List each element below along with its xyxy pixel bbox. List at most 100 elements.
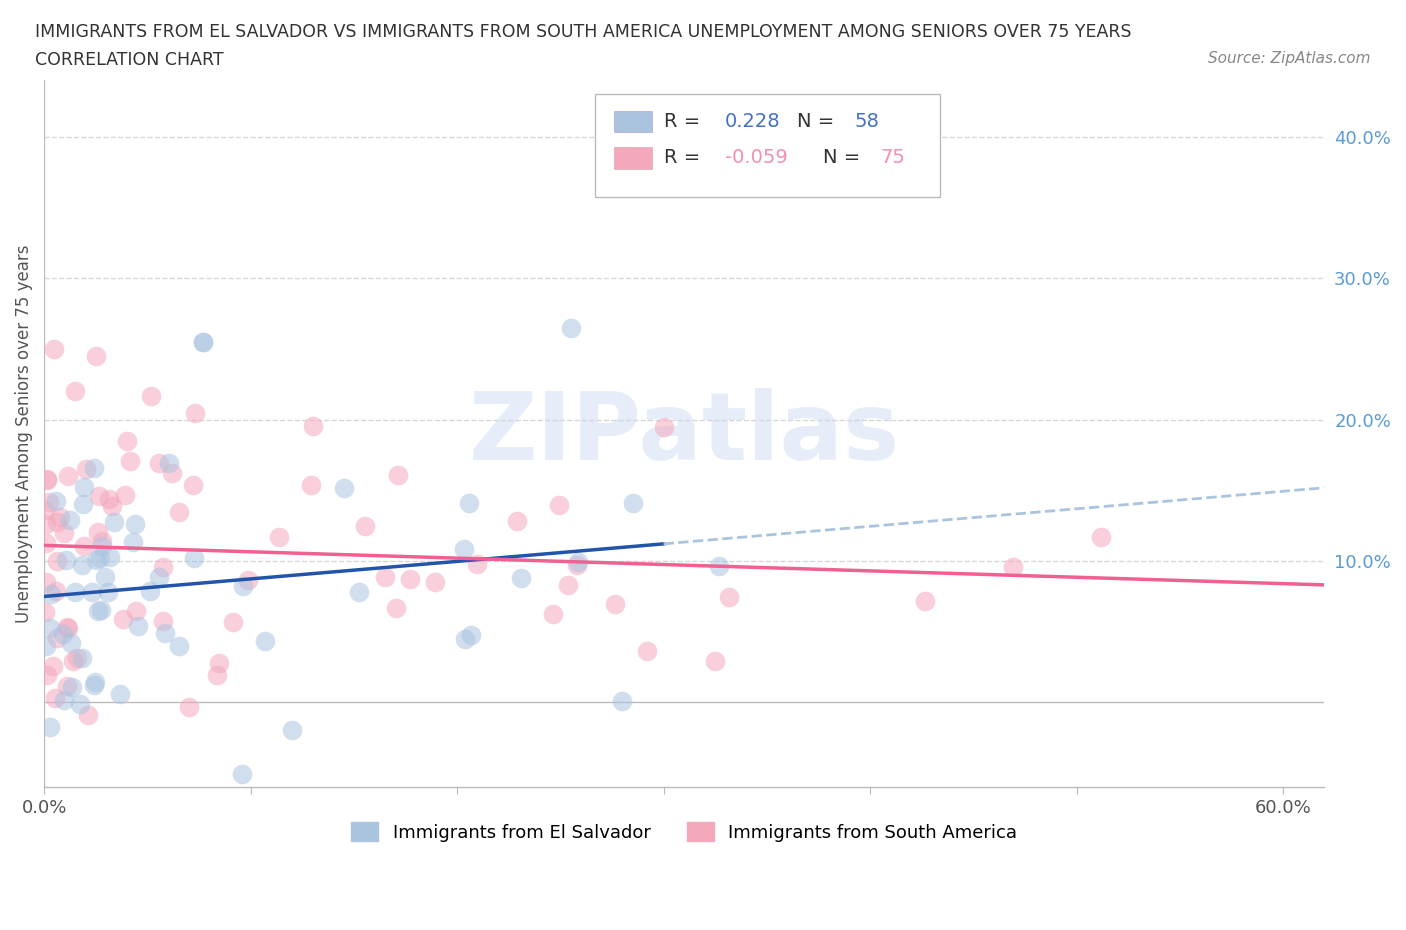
Text: IMMIGRANTS FROM EL SALVADOR VS IMMIGRANTS FROM SOUTH AMERICA UNEMPLOYMENT AMONG : IMMIGRANTS FROM EL SALVADOR VS IMMIGRANT…	[35, 23, 1132, 41]
Point	[636, 644, 658, 658]
Point	[87, 489, 110, 504]
Point	[299, 477, 322, 492]
Point	[39, 587, 62, 602]
Point	[83, 678, 105, 693]
Point	[387, 468, 409, 483]
Point	[38, 495, 60, 510]
Point	[543, 606, 565, 621]
Point	[112, 612, 135, 627]
Point	[59, 635, 82, 650]
Point	[45, 493, 67, 508]
Text: 75: 75	[880, 149, 905, 167]
Point	[222, 615, 245, 630]
Point	[124, 517, 146, 532]
Point	[35, 668, 58, 683]
Point	[148, 456, 170, 471]
Point	[139, 583, 162, 598]
Point	[127, 618, 149, 633]
Point	[302, 418, 325, 433]
Point	[183, 551, 205, 565]
Point	[108, 686, 131, 701]
Point	[84, 553, 107, 568]
Point	[62, 654, 84, 669]
Point	[75, 461, 97, 476]
Point	[423, 575, 446, 590]
Point	[97, 584, 120, 599]
Point	[55, 552, 77, 567]
Point	[191, 334, 214, 349]
Point	[652, 419, 675, 434]
Point	[506, 513, 529, 528]
Point	[191, 334, 214, 349]
Text: -0.059: -0.059	[725, 149, 787, 167]
Point	[89, 551, 111, 565]
Point	[35, 575, 58, 590]
Point	[707, 558, 730, 573]
Point	[90, 538, 112, 553]
Point	[603, 597, 626, 612]
Point	[139, 389, 162, 404]
Point	[167, 505, 190, 520]
Point	[34, 503, 56, 518]
Point	[84, 349, 107, 364]
Point	[207, 668, 229, 683]
Point	[398, 572, 420, 587]
Point	[37, 472, 59, 486]
Point	[39, 720, 62, 735]
Point	[65, 650, 87, 665]
Text: N =: N =	[797, 112, 841, 130]
Point	[60, 679, 83, 694]
Point	[557, 578, 579, 592]
Point	[38, 620, 60, 635]
Point	[181, 477, 204, 492]
Point	[162, 466, 184, 481]
Point	[560, 320, 582, 335]
Point	[34, 604, 56, 619]
Text: 58: 58	[855, 112, 879, 130]
Point	[385, 601, 408, 616]
Point	[83, 674, 105, 689]
Point	[914, 594, 936, 609]
Point	[80, 585, 103, 600]
Point	[83, 460, 105, 475]
Text: 0.228: 0.228	[725, 112, 780, 130]
Point	[157, 456, 180, 471]
Point	[70, 650, 93, 665]
Point	[254, 633, 277, 648]
Point	[281, 723, 304, 737]
Point	[73, 480, 96, 495]
Point	[120, 454, 142, 469]
Point	[101, 498, 124, 513]
Point	[349, 584, 371, 599]
Point	[374, 569, 396, 584]
Text: Source: ZipAtlas.com: Source: ZipAtlas.com	[1208, 51, 1371, 66]
Point	[56, 468, 79, 483]
Point	[152, 560, 174, 575]
Text: N =: N =	[823, 149, 866, 167]
Point	[49, 510, 72, 525]
Point	[94, 570, 117, 585]
Point	[1001, 559, 1024, 574]
Point	[167, 639, 190, 654]
Point	[72, 497, 94, 512]
Text: R =: R =	[664, 149, 706, 167]
Point	[98, 550, 121, 565]
Point	[179, 699, 201, 714]
Point	[333, 481, 356, 496]
Point	[121, 535, 143, 550]
Point	[42, 658, 65, 673]
Point	[59, 512, 82, 527]
Point	[184, 405, 207, 420]
Text: CORRELATION CHART: CORRELATION CHART	[35, 51, 224, 69]
Point	[52, 692, 75, 707]
Legend: Immigrants from El Salvador, Immigrants from South America: Immigrants from El Salvador, Immigrants …	[344, 816, 1025, 849]
Point	[238, 572, 260, 587]
Point	[454, 631, 477, 646]
Point	[69, 697, 91, 711]
Point	[467, 556, 489, 571]
Y-axis label: Unemployment Among Seniors over 75 years: Unemployment Among Seniors over 75 years	[15, 245, 32, 623]
Point	[353, 518, 375, 533]
Point	[453, 541, 475, 556]
Point	[35, 639, 58, 654]
Point	[115, 433, 138, 448]
